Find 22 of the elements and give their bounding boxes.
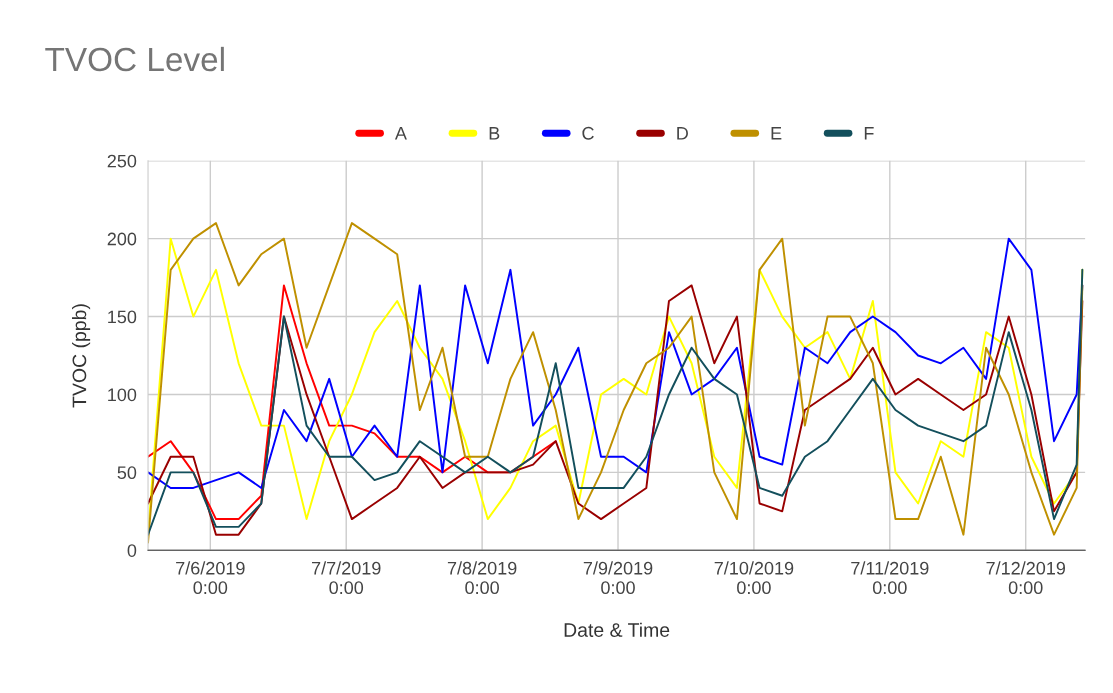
x-tick-label: 7/10/2019 0:00 [714,561,794,595]
x-tick-label: 7/9/2019 0:00 [583,561,653,595]
chart-title: TVOC Level [45,46,224,72]
legend-label: C [582,126,594,140]
legend-label: F [864,127,874,140]
x-tick-label: 7/8/2019 0:00 [447,561,517,595]
x-tick-label: 7/7/2019 0:00 [312,561,381,595]
x-tick-label: 7/12/2019 0:00 [986,561,1066,595]
y-axis-title: TVOC (ppb) [72,304,91,408]
y-tick-label: 50 [117,466,137,480]
legend-label: B [489,127,500,140]
legend-label: E [771,127,782,140]
x-tick-label: 7/6/2019 0:00 [176,561,245,595]
legend-label: A [394,127,407,140]
y-tick-label: 250 [107,154,137,168]
y-tick-label: 150 [108,310,137,324]
y-tick-label: 200 [107,232,137,246]
x-tick-label: 7/11/2019 0:00 [851,561,929,595]
y-tick-label: 100 [108,388,137,402]
y-tick-label: 0 [127,544,137,557]
legend-label: D [677,127,688,140]
x-axis-title: Date & Time [564,622,670,637]
